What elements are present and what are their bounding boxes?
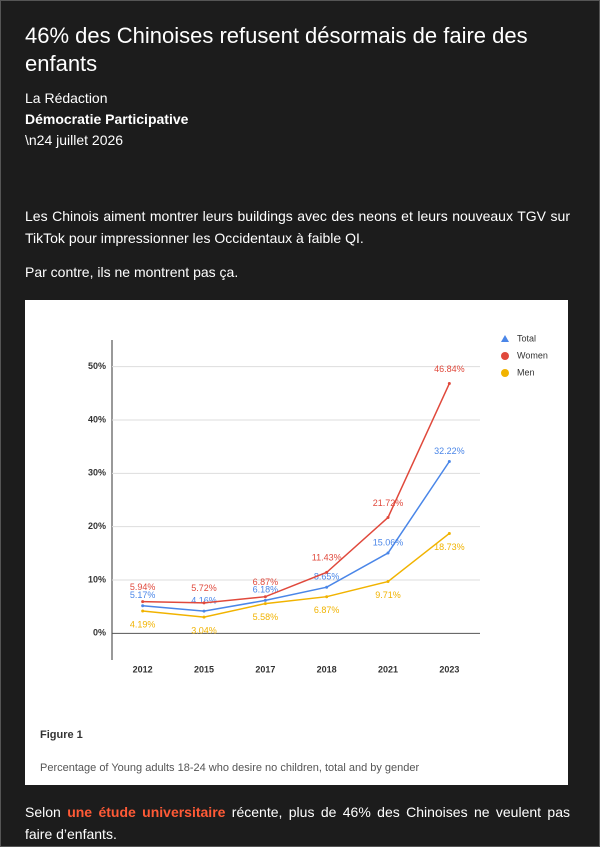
- data-label: 4.16%: [191, 596, 217, 606]
- data-point: [263, 598, 267, 602]
- link[interactable]: une étude universitaire: [67, 804, 226, 820]
- legend-marker: [501, 335, 509, 342]
- data-label: 6.87%: [253, 577, 279, 587]
- data-point: [263, 595, 267, 599]
- y-tick-label: 50%: [88, 361, 106, 371]
- data-point: [325, 585, 329, 589]
- y-tick-label: 10%: [88, 574, 106, 584]
- y-tick-label: 0%: [93, 628, 106, 638]
- paragraph: Par contre, ils ne montrent pas ça.: [25, 264, 239, 280]
- legend-label: Men: [517, 367, 535, 377]
- data-point: [325, 570, 329, 574]
- data-label: 46.84%: [434, 364, 465, 374]
- chart: Figure 1 Percentage of Young adults 18-2…: [40, 333, 548, 774]
- y-tick-label: 20%: [88, 521, 106, 531]
- x-tick-label: 2023: [439, 664, 459, 674]
- article-title: 46% des Chinoises refusent désormais de …: [25, 23, 528, 76]
- data-label: 5.72%: [191, 583, 217, 593]
- data-label: 5.94%: [130, 582, 156, 592]
- data-label: 11.43%: [312, 553, 342, 563]
- data-label: 3.04%: [191, 625, 217, 635]
- data-point: [447, 459, 451, 463]
- data-point: [202, 601, 206, 605]
- data-point: [325, 595, 329, 599]
- data-label: 5.17%: [130, 590, 156, 600]
- legend-label: Total: [517, 333, 536, 343]
- data-point: [386, 551, 390, 555]
- data-label: 15.06%: [373, 537, 404, 547]
- figure-caption: Percentage of Young adults 18-24 who des…: [40, 762, 419, 774]
- legend-marker: [501, 352, 509, 360]
- data-label: 9.71%: [375, 590, 401, 600]
- data-point: [202, 609, 206, 613]
- text: Selon: [25, 804, 68, 820]
- y-tick-label: 30%: [88, 468, 106, 478]
- legend-marker: [501, 369, 509, 377]
- paragraph: Selon une étude universitaire récente, p…: [25, 801, 570, 845]
- data-point: [447, 382, 451, 386]
- series-line: [142, 461, 450, 612]
- x-tick-label: 2021: [378, 664, 398, 674]
- data-point: [447, 531, 451, 535]
- series-line: [142, 532, 450, 618]
- data-point: [263, 602, 267, 606]
- data-label: 6.18%: [253, 585, 279, 595]
- date: \n24 juillet 2026: [25, 132, 124, 148]
- author: La Rédaction: [25, 90, 108, 106]
- x-tick-label: 2018: [317, 664, 337, 674]
- x-tick-label: 2015: [194, 664, 214, 674]
- x-tick-label: 2017: [255, 664, 275, 674]
- data-label: 32.22%: [434, 446, 465, 456]
- data-label: 5.58%: [253, 612, 279, 622]
- data-point: [386, 515, 390, 519]
- data-label: 8.65%: [314, 572, 340, 582]
- y-tick-label: 40%: [88, 414, 106, 424]
- series-line: [142, 383, 451, 604]
- paragraph: Les Chinois aiment montrer leurs buildin…: [25, 208, 570, 246]
- data-point: [141, 604, 145, 608]
- legend-label: Women: [517, 350, 548, 360]
- data-point: [141, 600, 145, 604]
- data-label: 21.72%: [373, 498, 404, 508]
- data-point: [141, 609, 145, 613]
- data-label: 18.73%: [434, 542, 465, 552]
- figure: Figure 1 Percentage of Young adults 18-2…: [25, 300, 568, 785]
- data-point: [202, 615, 206, 619]
- publication: Démocratie Participative: [25, 111, 189, 127]
- text: récente, plus de 46% des Chinoises ne ve…: [25, 804, 570, 842]
- figure-label: Figure 1: [40, 729, 83, 741]
- data-point: [386, 580, 390, 584]
- data-label: 6.87%: [314, 605, 340, 615]
- data-label: 4.19%: [130, 619, 156, 629]
- x-tick-label: 2012: [133, 664, 153, 674]
